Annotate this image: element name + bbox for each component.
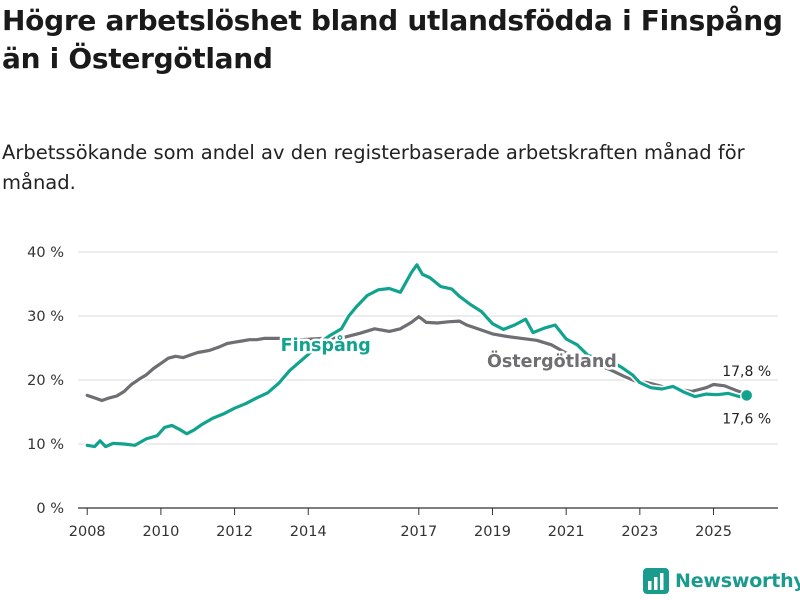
x-tick-label: 2014 [290,524,327,540]
y-tick-label: 30 % [27,309,64,325]
chart-subtitle: Arbetssökande som andel av den registerb… [2,141,745,194]
brand-name: Newsworthy [675,570,800,592]
end-value-label-finspang-halo: 17,6 % [722,411,771,427]
line-chart: 0 % 10 % 20 % 30 % 40 % 2008 2010 2012 2014 2017 2… [27,245,778,540]
x-tick-label: 2021 [548,524,585,540]
end-value-label-ostergotland-halo: 17,8 % [722,364,771,380]
x-tick-label: 2025 [695,524,732,540]
grid-layer [78,251,778,509]
series-label-ostergotland: Östergötland [487,350,617,372]
x-tick-label: 2012 [216,524,253,540]
chart-title: Högre arbetslöshet bland utlandsfödda i … [2,4,783,75]
y-tick-label: 10 % [27,437,64,453]
end-value-label-finspang: 17,6 % [722,411,771,427]
series-layer [83,261,754,450]
x-tick-label: 2008 [69,524,106,540]
x-tick-label: 2017 [400,524,437,540]
bar-chart-logo-icon [643,568,669,594]
series-line-ostergotland [85,315,749,403]
series-label-ostergotland-halo: Östergötland [487,350,617,372]
end-point-finspang [739,388,754,403]
x-tick-label: 2010 [142,524,179,540]
x-tick-label: 2019 [474,524,511,540]
series-label-finspang: Finspång [281,334,371,356]
end-value-label-ostergotland: 17,8 % [722,364,771,380]
x-tick-label: 2023 [621,524,658,540]
label-layer: FinspångFinspångÖstergötlandÖstergötland… [278,332,774,430]
y-tick-label: 20 % [27,373,64,389]
series-label-finspang-halo: Finspång [281,334,371,356]
y-tick-label: 40 % [27,245,64,261]
newsworthy-logo: Newsworthy [643,568,800,594]
axis-layer: 0 % 10 % 20 % 30 % 40 % 2008 2010 2012 2014 2017 2… [27,245,732,540]
series-line-finspang [85,263,749,449]
y-tick-label: 0 % [36,501,64,517]
